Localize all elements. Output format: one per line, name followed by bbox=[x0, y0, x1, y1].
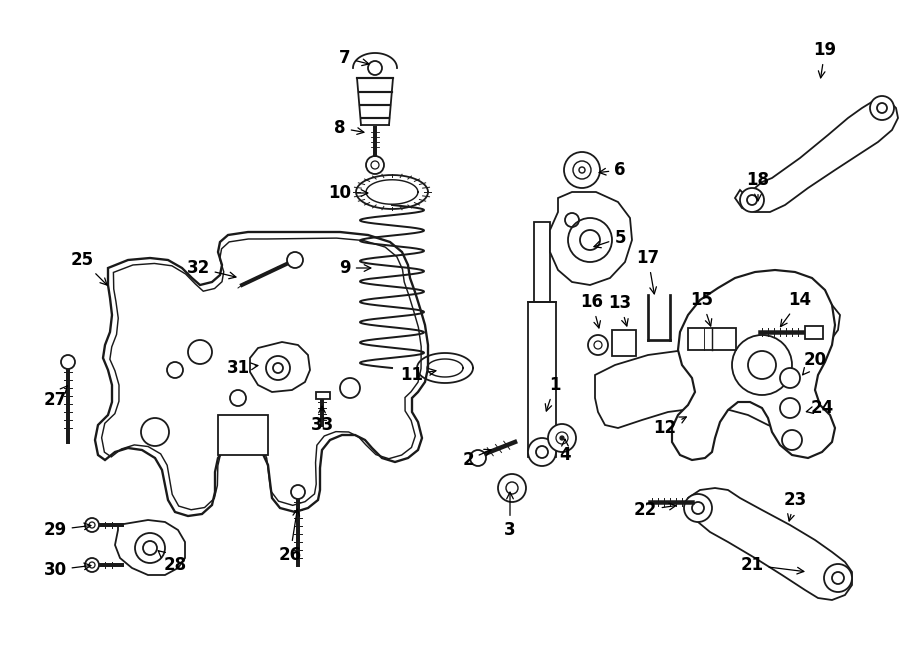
Text: 17: 17 bbox=[636, 249, 660, 294]
Text: 18: 18 bbox=[746, 171, 769, 201]
Text: 16: 16 bbox=[580, 293, 604, 328]
Circle shape bbox=[684, 494, 712, 522]
Polygon shape bbox=[115, 520, 185, 575]
Circle shape bbox=[85, 518, 99, 532]
Text: 13: 13 bbox=[608, 294, 632, 326]
Text: 23: 23 bbox=[783, 491, 806, 521]
Circle shape bbox=[560, 436, 564, 440]
Text: 14: 14 bbox=[780, 291, 812, 327]
Circle shape bbox=[782, 430, 802, 450]
Circle shape bbox=[61, 355, 75, 369]
Text: 24: 24 bbox=[806, 399, 833, 417]
Text: 10: 10 bbox=[328, 184, 368, 202]
Circle shape bbox=[824, 564, 852, 592]
Circle shape bbox=[568, 218, 612, 262]
Text: 25: 25 bbox=[70, 251, 107, 285]
Polygon shape bbox=[550, 192, 632, 285]
Polygon shape bbox=[735, 100, 898, 212]
Circle shape bbox=[740, 188, 764, 212]
Circle shape bbox=[528, 438, 556, 466]
Text: 15: 15 bbox=[690, 291, 714, 326]
Text: 3: 3 bbox=[504, 492, 516, 539]
Circle shape bbox=[498, 474, 526, 502]
Text: 19: 19 bbox=[814, 41, 837, 78]
Circle shape bbox=[780, 398, 800, 418]
Text: 28: 28 bbox=[158, 551, 186, 574]
Bar bbox=[316, 392, 330, 399]
Text: 6: 6 bbox=[599, 161, 625, 179]
Polygon shape bbox=[218, 415, 268, 455]
Text: 27: 27 bbox=[43, 386, 68, 409]
Circle shape bbox=[732, 335, 792, 395]
Text: 8: 8 bbox=[334, 119, 364, 137]
Text: 11: 11 bbox=[400, 366, 436, 384]
Text: 9: 9 bbox=[339, 259, 371, 277]
Text: 21: 21 bbox=[741, 556, 804, 574]
Text: 33: 33 bbox=[310, 406, 334, 434]
Text: 5: 5 bbox=[594, 229, 625, 248]
Circle shape bbox=[548, 424, 576, 452]
Circle shape bbox=[287, 252, 303, 268]
Polygon shape bbox=[250, 342, 310, 392]
Bar bbox=[612, 330, 636, 356]
Bar bbox=[688, 328, 736, 350]
Text: 26: 26 bbox=[278, 509, 302, 564]
Bar bbox=[528, 302, 556, 457]
Text: 12: 12 bbox=[653, 417, 687, 437]
Circle shape bbox=[780, 368, 800, 388]
Polygon shape bbox=[688, 488, 852, 600]
Circle shape bbox=[470, 450, 486, 466]
Circle shape bbox=[266, 356, 290, 380]
Text: 30: 30 bbox=[43, 561, 91, 579]
Circle shape bbox=[564, 152, 600, 188]
Polygon shape bbox=[95, 232, 428, 516]
Text: 31: 31 bbox=[227, 359, 258, 377]
Text: 20: 20 bbox=[803, 351, 826, 375]
Text: 7: 7 bbox=[339, 49, 369, 67]
Circle shape bbox=[588, 335, 608, 355]
Bar bbox=[534, 222, 550, 317]
Text: 22: 22 bbox=[634, 501, 676, 519]
Text: 32: 32 bbox=[186, 259, 236, 279]
Text: 1: 1 bbox=[545, 376, 561, 411]
Circle shape bbox=[85, 558, 99, 572]
Circle shape bbox=[870, 96, 894, 120]
Polygon shape bbox=[595, 305, 840, 432]
Polygon shape bbox=[672, 270, 835, 460]
Circle shape bbox=[291, 485, 305, 499]
Bar bbox=[805, 326, 823, 339]
Circle shape bbox=[135, 533, 165, 563]
Text: 29: 29 bbox=[43, 521, 91, 539]
Text: 4: 4 bbox=[559, 440, 571, 464]
Text: 2: 2 bbox=[463, 449, 491, 469]
